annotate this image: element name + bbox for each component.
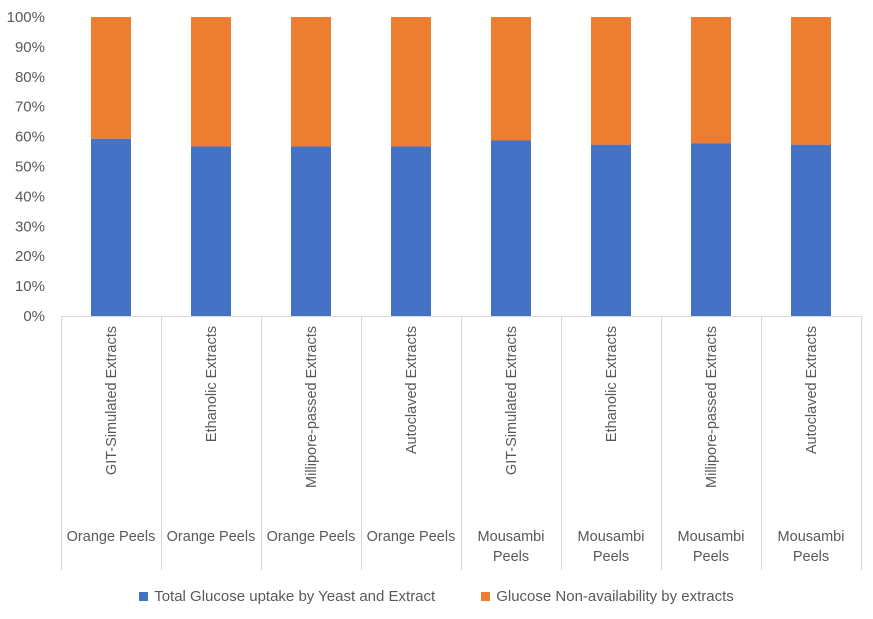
bar-segment-series-0 bbox=[791, 144, 831, 316]
y-tick-label: 50% bbox=[15, 159, 45, 176]
bars bbox=[91, 17, 831, 316]
x-category-label: Ethanolic Extracts bbox=[604, 326, 620, 442]
x-group-label: Mousambi Peels bbox=[678, 529, 745, 565]
y-tick-label: 70% bbox=[15, 99, 45, 116]
y-tick-label: 20% bbox=[15, 248, 45, 265]
x-category-label: Millipore-passed Extracts bbox=[304, 326, 320, 488]
x-category-label: Ethanolic Extracts bbox=[204, 326, 220, 442]
bar-segment-series-1 bbox=[191, 17, 231, 147]
x-category-label: GIT-Simulated Extracts bbox=[104, 326, 120, 475]
x-category-label: GIT-Simulated Extracts bbox=[504, 326, 520, 475]
x-group-label: Orange Peels bbox=[167, 529, 256, 545]
legend-label: Total Glucose uptake by Yeast and Extrac… bbox=[154, 588, 436, 605]
bar-segment-series-1 bbox=[391, 17, 431, 147]
x-group-label: Orange Peels bbox=[267, 529, 356, 545]
x-category-label: Autoclaved Extracts bbox=[804, 326, 820, 454]
legend-label: Glucose Non-availability by extracts bbox=[496, 588, 734, 605]
y-tick-label: 80% bbox=[15, 69, 45, 86]
y-tick-label: 100% bbox=[7, 9, 45, 26]
bar-segment-series-0 bbox=[191, 146, 231, 316]
bar-segment-series-1 bbox=[791, 17, 831, 145]
y-tick-label: 40% bbox=[15, 188, 45, 205]
bar-segment-series-1 bbox=[291, 17, 331, 147]
bar-segment-series-0 bbox=[491, 140, 531, 316]
bar-segment-series-0 bbox=[291, 146, 331, 316]
x-group-label: Mousambi Peels bbox=[478, 529, 545, 565]
x-group-label: Orange Peels bbox=[367, 529, 456, 545]
y-tick-label: 10% bbox=[15, 278, 45, 295]
x-axis: GIT-Simulated Extracts Orange Peels Ethano… bbox=[61, 316, 862, 570]
legend-item-series-0: Total Glucose uptake by Yeast and Extrac… bbox=[139, 588, 435, 605]
x-category-label: Autoclaved Extracts bbox=[404, 326, 420, 454]
legend: Total Glucose uptake by Yeast and Extrac… bbox=[0, 588, 873, 605]
bar-segment-series-1 bbox=[691, 17, 731, 144]
legend-swatch bbox=[139, 592, 149, 601]
bar-segment-series-1 bbox=[491, 17, 531, 141]
y-tick-label: 30% bbox=[15, 218, 45, 235]
y-tick-label: 90% bbox=[15, 39, 45, 56]
bar-segment-series-1 bbox=[591, 17, 631, 145]
x-group-label: Mousambi Peels bbox=[578, 529, 645, 565]
bar-segment-series-0 bbox=[591, 144, 631, 316]
y-tick-label: 60% bbox=[15, 129, 45, 146]
y-tick-label: 0% bbox=[23, 308, 45, 325]
bar-segment-series-0 bbox=[691, 143, 731, 316]
x-group-label: Mousambi Peels bbox=[778, 529, 845, 565]
bar-segment-series-0 bbox=[391, 146, 431, 316]
y-axis: 0% 10% 20% 30% 40% 50% 60% 70% 80% 90% 100% bbox=[7, 9, 45, 325]
bar-segment-series-0 bbox=[91, 138, 131, 316]
bar-segment-series-1 bbox=[91, 17, 131, 139]
x-group-label: Orange Peels bbox=[67, 529, 156, 545]
x-category-label: Millipore-passed Extracts bbox=[704, 326, 720, 488]
legend-item-series-1: Glucose Non-availability by extracts bbox=[481, 588, 734, 605]
legend-swatch bbox=[481, 592, 491, 601]
